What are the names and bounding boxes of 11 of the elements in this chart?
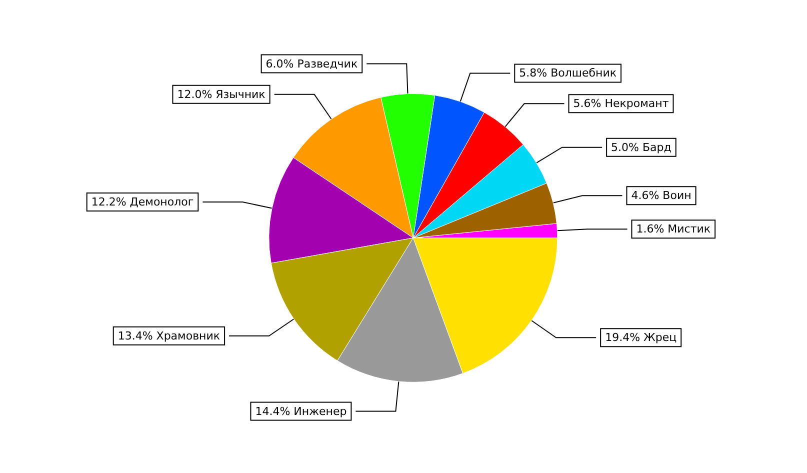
slice-label: 1.6% Мистик — [636, 222, 711, 236]
slice-label: 4.6% Воин — [631, 189, 692, 202]
slice-label: 13.4% Храмовник — [118, 329, 220, 342]
slice-label: 14.4% Инженер — [255, 404, 347, 418]
slice-label: 6.0% Разведчик — [266, 57, 358, 70]
slice-label: 19.4% Жрец — [605, 331, 677, 344]
slice-label: 12.2% Демонолог — [91, 196, 194, 209]
slice-label: 5.6% Некромант — [573, 97, 670, 110]
slice-label: 5.8% Волшебник — [519, 66, 617, 80]
slice-label: 5.0% Бард — [611, 140, 672, 154]
slice-label: 12.0% Язычник — [177, 88, 266, 101]
